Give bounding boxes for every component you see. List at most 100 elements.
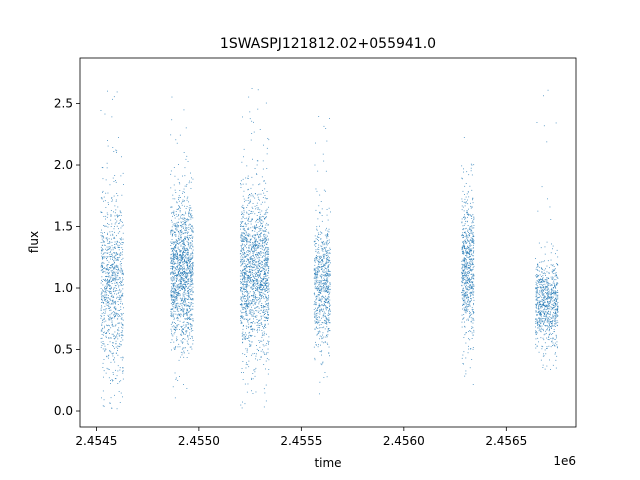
- data-point: [190, 259, 192, 261]
- data-point: [243, 226, 245, 228]
- data-point: [181, 299, 183, 301]
- data-point: [114, 285, 116, 287]
- data-point: [109, 288, 111, 290]
- data-point: [120, 261, 122, 262]
- data-point: [261, 210, 263, 212]
- data-point: [252, 300, 254, 302]
- data-point: [329, 355, 330, 357]
- data-point: [326, 277, 328, 279]
- data-point: [322, 242, 323, 244]
- data-point: [244, 286, 246, 288]
- data-point: [315, 272, 316, 274]
- data-point: [242, 286, 244, 288]
- data-point: [327, 235, 329, 237]
- data-point: [471, 286, 473, 288]
- data-point: [123, 242, 124, 244]
- data-point: [252, 304, 254, 306]
- data-point: [322, 296, 324, 298]
- data-point: [118, 290, 120, 292]
- data-point: [183, 338, 184, 339]
- data-point: [265, 296, 267, 298]
- data-point: [103, 268, 104, 270]
- data-point: [263, 406, 265, 408]
- data-point: [254, 329, 256, 331]
- data-point: [241, 316, 243, 317]
- data-point: [468, 292, 470, 294]
- data-point: [463, 253, 465, 255]
- data-point: [186, 283, 188, 285]
- data-point: [258, 247, 260, 249]
- data-point: [114, 255, 116, 257]
- data-point: [185, 213, 187, 215]
- data-point: [323, 286, 325, 288]
- data-point: [111, 271, 113, 273]
- data-point: [178, 240, 180, 241]
- data-point: [242, 178, 244, 180]
- data-point: [185, 347, 186, 349]
- data-point: [328, 302, 330, 304]
- data-point: [248, 340, 250, 341]
- data-point: [188, 306, 190, 308]
- data-point: [111, 333, 113, 335]
- data-point: [264, 240, 266, 242]
- data-point: [117, 278, 119, 280]
- data-point: [323, 247, 325, 249]
- data-point: [178, 238, 179, 240]
- data-point: [259, 313, 261, 314]
- data-point: [471, 248, 473, 250]
- data-point: [326, 290, 327, 292]
- data-point: [254, 263, 256, 265]
- data-point: [317, 333, 318, 335]
- data-point: [106, 287, 108, 288]
- data-point: [245, 239, 246, 241]
- data-point: [323, 314, 324, 316]
- data-point: [115, 337, 116, 339]
- data-point: [190, 261, 191, 263]
- data-point: [121, 330, 123, 331]
- data-point: [317, 322, 319, 323]
- data-point: [112, 380, 114, 381]
- data-point: [265, 211, 267, 213]
- data-point: [259, 298, 261, 299]
- data-point: [171, 211, 173, 213]
- data-point: [173, 303, 175, 304]
- data-point: [322, 286, 324, 288]
- data-point: [179, 210, 181, 211]
- data-point: [171, 230, 173, 232]
- data-point: [241, 312, 243, 314]
- data-point: [192, 292, 194, 293]
- data-point: [189, 180, 190, 182]
- data-point: [240, 315, 241, 317]
- data-point: [104, 244, 105, 246]
- data-point: [255, 245, 257, 246]
- data-point: [102, 390, 104, 392]
- data-point: [178, 182, 180, 183]
- data-point: [461, 282, 463, 284]
- data-point: [183, 268, 185, 270]
- data-point: [253, 121, 254, 123]
- data-point: [256, 297, 258, 298]
- data-point: [462, 278, 464, 279]
- data-point: [263, 327, 264, 329]
- data-point: [246, 258, 248, 260]
- data-point: [118, 330, 120, 332]
- data-point: [173, 260, 174, 262]
- data-point: [108, 357, 109, 359]
- data-point: [112, 303, 114, 305]
- data-point: [180, 334, 182, 336]
- data-point: [323, 285, 324, 286]
- data-point: [109, 319, 111, 321]
- data-point: [320, 286, 322, 288]
- data-point: [183, 314, 185, 316]
- data-point: [179, 274, 180, 276]
- data-point: [251, 120, 253, 122]
- data-point: [181, 280, 182, 282]
- data-point: [243, 229, 245, 231]
- data-point: [247, 293, 249, 295]
- data-point: [114, 276, 116, 278]
- data-point: [267, 275, 269, 277]
- data-point: [252, 208, 254, 209]
- data-point: [177, 319, 179, 321]
- data-point: [265, 360, 267, 362]
- data-point: [122, 378, 124, 380]
